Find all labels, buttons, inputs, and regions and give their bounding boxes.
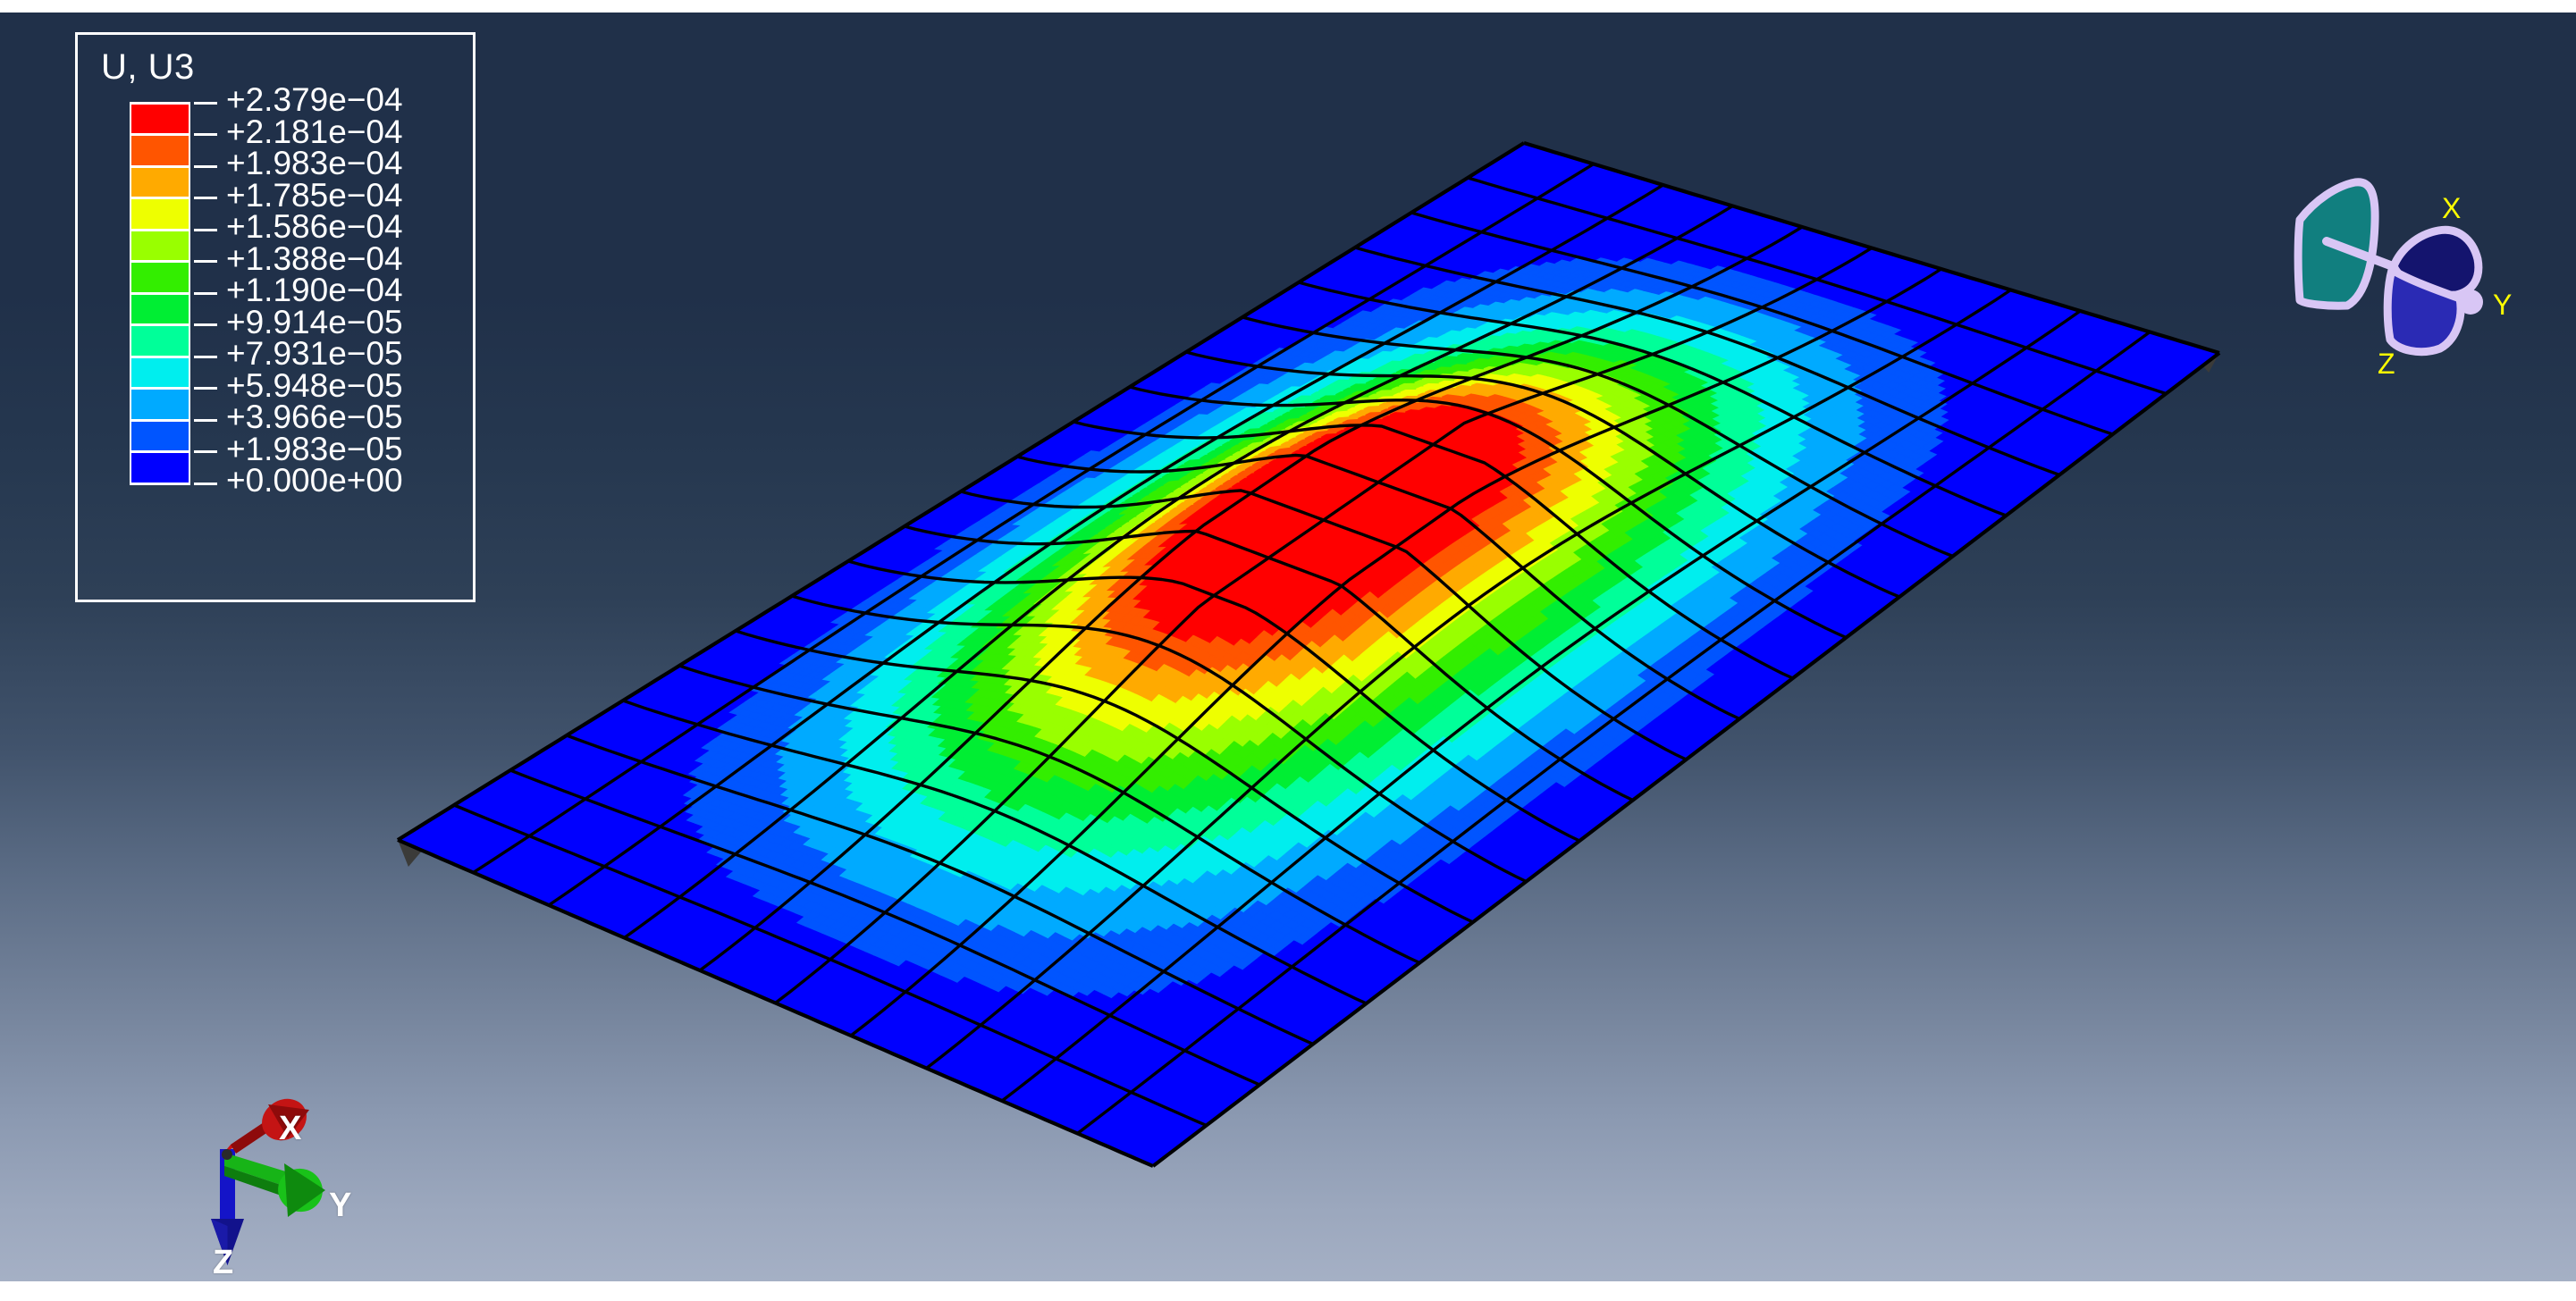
- contour-bands: [398, 143, 2219, 1166]
- render-canvas[interactable]: [0, 13, 2576, 1281]
- deformed-plate: [396, 140, 2221, 1168]
- fea-plate-scene: [396, 140, 2221, 1168]
